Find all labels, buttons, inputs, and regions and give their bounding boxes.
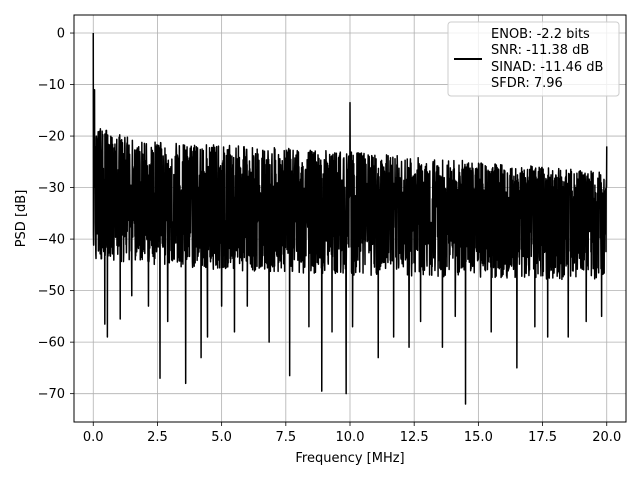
x-tick-label: 5.0 bbox=[211, 430, 232, 445]
x-tick-label: 12.5 bbox=[400, 430, 429, 445]
x-tick-label: 20.0 bbox=[592, 430, 621, 445]
y-tick-label: −10 bbox=[38, 78, 65, 93]
y-tick-label: 0 bbox=[57, 27, 65, 42]
x-tick-label: 17.5 bbox=[528, 430, 557, 445]
x-tick-label: 2.5 bbox=[147, 430, 168, 445]
y-tick-label: −50 bbox=[38, 284, 65, 299]
legend: ENOB: -2.2 bits SNR: -11.38 dB SINAD: -1… bbox=[447, 21, 620, 97]
y-tick-label: −70 bbox=[38, 387, 65, 402]
x-axis: 0.0 2.5 5.0 7.5 10.0 12.5 15.0 17.5 20.0 bbox=[83, 422, 621, 445]
y-tick-label: −60 bbox=[38, 336, 65, 351]
x-tick-label: 0.0 bbox=[83, 430, 104, 445]
y-tick-label: −20 bbox=[38, 130, 65, 145]
y-tick-label: −40 bbox=[38, 233, 65, 248]
legend-line-enob: ENOB: -2.2 bits bbox=[491, 27, 590, 42]
plot-area bbox=[92, 33, 608, 405]
x-tick-label: 15.0 bbox=[464, 430, 493, 445]
legend-line-sinad: SINAD: -11.46 dB bbox=[491, 60, 603, 75]
x-tick-label: 7.5 bbox=[275, 430, 296, 445]
y-tick-label: −30 bbox=[38, 181, 65, 196]
x-tick-label: 10.0 bbox=[336, 430, 365, 445]
psd-series-line bbox=[92, 33, 608, 405]
series-layer bbox=[92, 33, 608, 405]
legend-box bbox=[447, 21, 620, 97]
x-axis-title: Frequency [MHz] bbox=[295, 451, 404, 466]
legend-line-sfdr: SFDR: 7.96 bbox=[491, 76, 563, 91]
y-axis-title: PSD [dB] bbox=[14, 190, 29, 248]
y-axis: 0 −10 −20 −30 −40 −50 −60 −70 bbox=[38, 27, 74, 402]
legend-line-snr: SNR: -11.38 dB bbox=[491, 43, 589, 58]
